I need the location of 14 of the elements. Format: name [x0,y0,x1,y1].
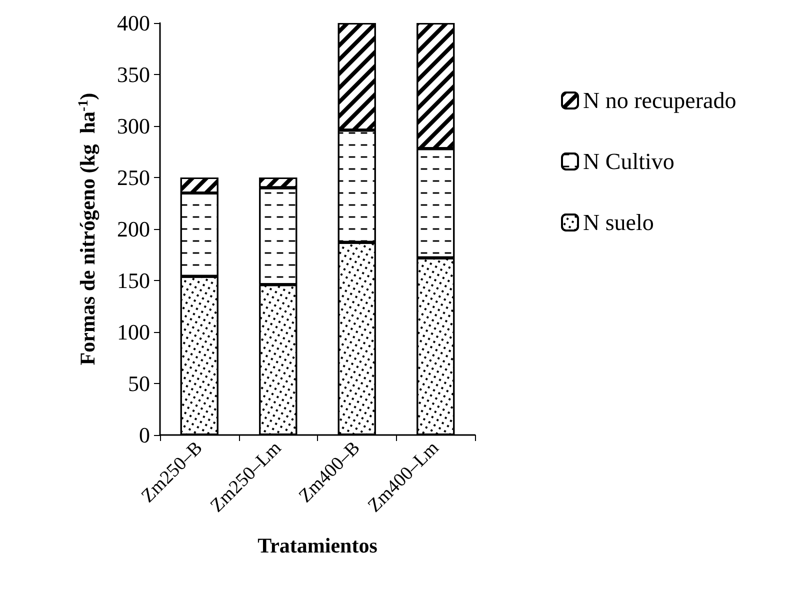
x-axis-title: Tratamientos [258,534,378,558]
y-tick-label: 0 [139,422,150,448]
y-tick-label: 250 [117,165,150,190]
legend-label: N Cultivo [583,149,674,174]
y-tick-label: 400 [117,10,150,36]
y-tick-label: 150 [117,268,150,293]
y-tick-label: 350 [117,62,150,87]
y-axis-title: Formas de nitrógeno (kg ha-1) [76,92,100,366]
legend-label: N no recuperado [583,88,736,113]
y-tick-label: 100 [117,320,150,344]
legend-label: N suelo [583,210,654,235]
y-tick-label: 300 [117,114,150,138]
y-tick-label: 50 [128,371,150,396]
y-tick-label: 200 [117,216,150,242]
